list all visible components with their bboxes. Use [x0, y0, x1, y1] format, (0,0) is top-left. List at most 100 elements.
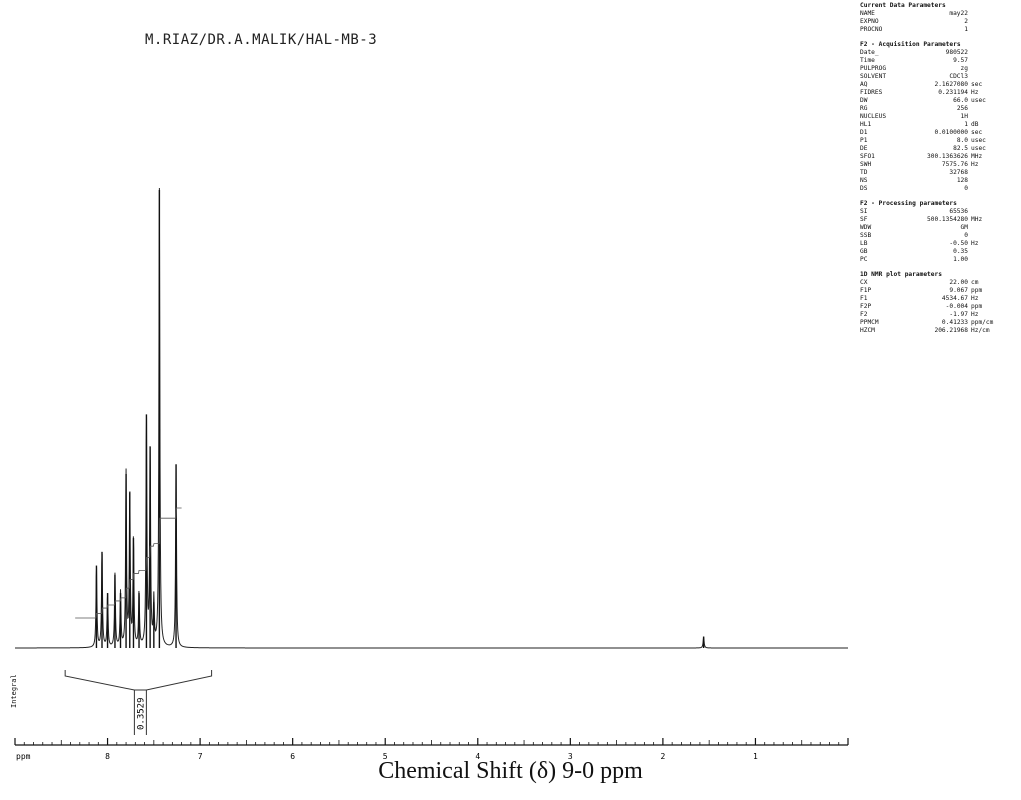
param-name: NAME — [860, 10, 875, 17]
param-name: DE — [860, 145, 868, 152]
param-name: SWH — [860, 161, 872, 168]
param-row: HZCM 206.21968 Hz/cm — [860, 327, 1020, 335]
param-unit: sec — [971, 129, 983, 136]
param-row: LB -0.50 Hz — [860, 240, 1020, 248]
param-name: WDW — [860, 224, 872, 231]
param-row: Time 9.57 — [860, 57, 1020, 65]
param-name: RG — [860, 105, 868, 112]
param-value: 0.231194 — [938, 89, 968, 96]
param-unit: ppm — [971, 303, 983, 310]
x-unit-label: ppm — [16, 752, 31, 761]
param-value: may22 — [949, 10, 968, 17]
param-unit: ppm — [971, 287, 983, 294]
param-row: F2P -0.004 ppm — [860, 303, 1020, 311]
param-name: DS — [860, 185, 868, 192]
param-row: SWH 7575.76 Hz — [860, 161, 1020, 169]
param-name: Date_ — [860, 49, 879, 56]
param-name: EXPNO — [860, 18, 879, 25]
param-row: D1 0.0100000 sec — [860, 129, 1020, 137]
param-row: SFO1 300.1363626 MHz — [860, 153, 1020, 161]
param-name: F1 — [860, 295, 868, 302]
param-unit — [968, 26, 971, 34]
param-unit: cm — [971, 279, 979, 286]
param-value: 65536 — [949, 208, 968, 215]
param-name: PC — [860, 256, 868, 263]
param-value: GM — [960, 224, 968, 231]
param-row: P1 8.0 usec — [860, 137, 1020, 145]
param-row: PULPROG zg — [860, 65, 1020, 73]
param-value: 0 — [964, 185, 968, 192]
param-row: DS 0 — [860, 185, 1020, 193]
param-row: SF 500.1354280 MHz — [860, 216, 1020, 224]
param-unit: ppm/cm — [971, 319, 994, 326]
param-name: PPMCM — [860, 319, 879, 326]
x-tick-label: 3 — [568, 752, 573, 761]
param-unit — [968, 185, 971, 193]
param-unit — [968, 232, 971, 240]
param-name: TD — [860, 169, 868, 176]
param-row: DE 82.5 usec — [860, 145, 1020, 153]
x-tick-label: 6 — [290, 752, 295, 761]
param-row: RG 256 — [860, 105, 1020, 113]
param-row: WDW GM — [860, 224, 1020, 232]
param-row: F1 4534.67 Hz — [860, 295, 1020, 303]
param-name: SSB — [860, 232, 872, 239]
param-unit: Hz — [971, 311, 979, 318]
param-value: 0.35 — [953, 248, 968, 255]
param-name: FIDRES — [860, 89, 883, 96]
param-value: 0 — [964, 232, 968, 239]
param-value: 300.1363626 — [927, 153, 968, 160]
param-row: PC 1.00 — [860, 256, 1020, 264]
param-unit: usec — [971, 145, 986, 152]
param-name: DW — [860, 97, 868, 104]
param-value: 500.1354280 — [927, 216, 968, 223]
param-value: -1.97 — [949, 311, 968, 318]
x-tick-label: 7 — [198, 752, 203, 761]
param-section-header: Current Data Parameters — [860, 2, 946, 9]
param-unit — [968, 73, 971, 81]
param-name: HL1 — [860, 121, 872, 128]
param-name: GB — [860, 248, 868, 255]
param-row: F2 -1.97 Hz — [860, 311, 1020, 319]
integral-axis-label: Integral — [10, 674, 18, 708]
integral-layer: 0.3529 — [64, 670, 213, 735]
integral-bracket — [64, 670, 213, 691]
param-value: 1H — [960, 113, 968, 120]
param-unit: Hz/cm — [971, 327, 990, 334]
param-name: PROCNO — [860, 26, 883, 33]
param-row: DW 66.0 usec — [860, 97, 1020, 105]
param-section: F2 - Processing parameters SI 65536 SF 500.1… — [860, 200, 1020, 264]
param-unit — [968, 224, 971, 232]
param-value: CDCl3 — [949, 73, 968, 80]
param-unit — [968, 208, 971, 216]
param-name: F2P — [860, 303, 872, 310]
param-row: HL1 1 dB — [860, 121, 1020, 129]
param-section-header: 1D NMR plot parameters — [860, 271, 942, 278]
param-value: 7575.76 — [941, 161, 968, 168]
param-unit — [968, 65, 971, 73]
param-value: 9.067 — [949, 287, 968, 294]
param-value: 22.00 — [949, 279, 968, 286]
param-name: SOLVENT — [860, 73, 887, 80]
spectrum-trace — [15, 187, 848, 649]
param-value: 4534.67 — [941, 295, 968, 302]
x-tick-label: 5 — [383, 752, 388, 761]
x-axis: 8 7 6 5 4 3 2 1 ppm — [14, 738, 849, 761]
param-unit — [968, 113, 971, 121]
param-value: 1 — [964, 26, 968, 33]
param-value: 9.57 — [953, 57, 968, 64]
integral-curve — [75, 507, 182, 619]
param-value: 1 — [964, 121, 968, 128]
param-value: 256 — [956, 105, 968, 112]
param-unit: MHz — [971, 216, 983, 223]
param-row: Date_ 980522 — [860, 49, 1020, 57]
x-axis-caption: Chemical Shift (δ) 9-0 ppm — [378, 758, 643, 784]
param-name: SI — [860, 208, 868, 215]
param-section-header: F2 - Acquisition Parameters — [860, 41, 961, 48]
param-section: 1D NMR plot parameters CX 22.00 cm F1P 9.067 p… — [860, 271, 1020, 335]
param-unit — [968, 248, 971, 256]
param-value: 1.00 — [953, 256, 968, 263]
param-name: SF — [860, 216, 868, 223]
param-row: CX 22.00 cm — [860, 279, 1020, 287]
